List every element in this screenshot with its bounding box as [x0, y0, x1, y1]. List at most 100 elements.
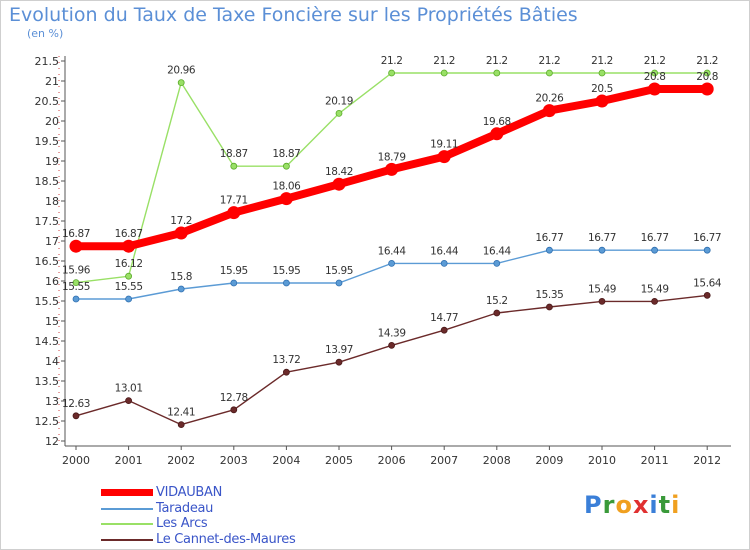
data-label-les-arcs: 21.2: [486, 55, 508, 67]
x-tick-label: 2012: [693, 454, 721, 467]
data-point-les-arcs: [335, 110, 343, 117]
data-label-vidauban: 20.5: [591, 83, 613, 95]
data-point-vidauban: [69, 239, 83, 253]
data-label-les-arcs: 21.2: [591, 55, 613, 67]
data-point-le-cannet-des-maures: [335, 358, 343, 366]
x-tick-label: 2000: [62, 454, 90, 467]
data-point-vidauban: [174, 226, 188, 240]
data-point-le-cannet-des-maures: [440, 326, 448, 334]
logo-letter: r: [602, 491, 616, 519]
data-point-taradeau: [388, 259, 396, 267]
y-tick-label: 15.5: [35, 295, 60, 308]
data-label-taradeau: 15.95: [220, 265, 248, 277]
y-tick-label: 21.5: [35, 55, 60, 68]
data-point-vidauban: [122, 239, 136, 253]
data-label-les-arcs: 16.12: [115, 258, 143, 270]
data-label-les-arcs: 20.96: [167, 65, 196, 77]
legend-swatch: [101, 538, 153, 541]
data-point-les-arcs: [72, 279, 80, 287]
y-tick-label: 18.5: [35, 175, 60, 188]
data-label-les-arcs: 21.2: [381, 55, 403, 67]
legend-label: VIDAUBAN: [156, 485, 223, 500]
data-label-le-cannet-des-maures: 12.78: [220, 392, 248, 404]
data-point-les-arcs: [598, 69, 606, 77]
data-point-le-cannet-des-maures: [546, 303, 553, 311]
data-label-taradeau: 15.95: [272, 265, 300, 277]
x-tick-label: 2011: [641, 454, 669, 467]
y-tick-label: 13.5: [35, 375, 60, 388]
data-point-les-arcs: [388, 69, 396, 77]
data-label-taradeau: 16.44: [483, 245, 512, 257]
y-tick-label: 20.5: [35, 95, 60, 108]
proxiti-logo: Proxiti: [584, 491, 680, 519]
axes: 12 12.5 13 13.5 14 14.5 15 15.5 16 16.5 17 17.5 18 18…: [35, 55, 731, 467]
data-point-vidauban: [542, 104, 556, 118]
y-tick-label: 12.5: [35, 415, 60, 428]
y-tick-label: 17: [45, 235, 59, 248]
logo-letter: P: [584, 491, 603, 519]
data-point-les-arcs: [546, 69, 553, 77]
data-point-le-cannet-des-maures: [703, 291, 711, 299]
data-point-le-cannet-des-maures: [125, 397, 132, 405]
data-point-le-cannet-des-maures: [493, 309, 501, 317]
data-label-les-arcs: 21.2: [539, 55, 561, 67]
data-point-vidauban: [332, 177, 346, 191]
data-label-vidauban: 19.68: [483, 116, 511, 128]
y-tick-label: 14: [45, 355, 59, 368]
data-label-le-cannet-des-maures: 14.39: [378, 327, 406, 339]
data-point-les-arcs: [282, 162, 290, 170]
data-label-vidauban: 18.79: [378, 151, 406, 163]
data-point-vidauban: [437, 150, 451, 164]
y-tick-label: 12: [45, 435, 59, 448]
data-label-les-arcs: 18.87: [272, 148, 300, 160]
data-point-les-arcs: [440, 69, 448, 77]
data-point-taradeau: [230, 279, 238, 287]
data-point-vidauban: [279, 192, 293, 206]
data-point-vidauban: [700, 82, 714, 96]
x-tick-label: 2001: [115, 454, 143, 467]
legend-label: Taradeau: [156, 500, 214, 516]
x-tick-label: 2010: [588, 454, 616, 467]
data-label-le-cannet-des-maures: 15.2: [486, 295, 508, 307]
data-point-taradeau: [72, 295, 80, 303]
logo-letter: i: [649, 491, 659, 519]
data-label-le-cannet-des-maures: 15.49: [588, 283, 616, 295]
data-point-les-arcs: [493, 69, 501, 77]
data-point-vidauban: [385, 162, 399, 176]
data-point-taradeau: [493, 259, 501, 267]
data-point-taradeau: [440, 259, 448, 267]
y-tick-label: 13: [45, 395, 59, 408]
data-point-le-cannet-des-maures: [282, 368, 290, 376]
data-point-taradeau: [546, 246, 553, 254]
data-label-le-cannet-des-maures: 14.77: [430, 312, 458, 324]
data-label-vidauban: 17.2: [170, 215, 192, 227]
x-tick-label: 2009: [535, 454, 563, 467]
data-label-le-cannet-des-maures: 13.72: [272, 354, 300, 366]
data-label-les-arcs: 21.2: [644, 55, 666, 67]
data-label-taradeau: 15.8: [170, 271, 192, 283]
data-point-le-cannet-des-maures: [230, 406, 238, 414]
data-point-vidauban: [648, 82, 662, 96]
data-label-les-arcs: 18.87: [220, 148, 248, 160]
data-point-taradeau: [335, 279, 343, 287]
data-point-le-cannet-des-maures: [72, 412, 80, 420]
y-tick-label: 16: [45, 275, 59, 288]
logo-letter: o: [615, 491, 633, 519]
y-tick-label: 15: [45, 315, 59, 328]
y-tick-label: 21: [45, 75, 59, 88]
data-label-vidauban: 17.71: [220, 195, 248, 207]
data-labels-layer: 16.87 16.87 17.2 17.71 18.06 18.42 18.79 19.11 1…: [62, 55, 722, 419]
data-label-les-arcs: 20.19: [325, 95, 353, 107]
data-label-vidauban: 20.8: [696, 71, 718, 83]
data-label-taradeau: 16.77: [693, 232, 721, 244]
data-point-taradeau: [282, 279, 290, 287]
data-point-les-arcs: [703, 69, 711, 77]
y-tick-label: 14.5: [35, 335, 60, 348]
legend-label: Le Cannet-des-Maures: [156, 531, 296, 547]
data-label-les-arcs: 15.96: [62, 265, 91, 277]
data-label-vidauban: 18.42: [325, 166, 353, 178]
data-label-le-cannet-des-maures: 15.64: [693, 277, 722, 289]
data-label-le-cannet-des-maures: 13.97: [325, 344, 353, 356]
data-label-les-arcs: 21.2: [433, 55, 455, 67]
